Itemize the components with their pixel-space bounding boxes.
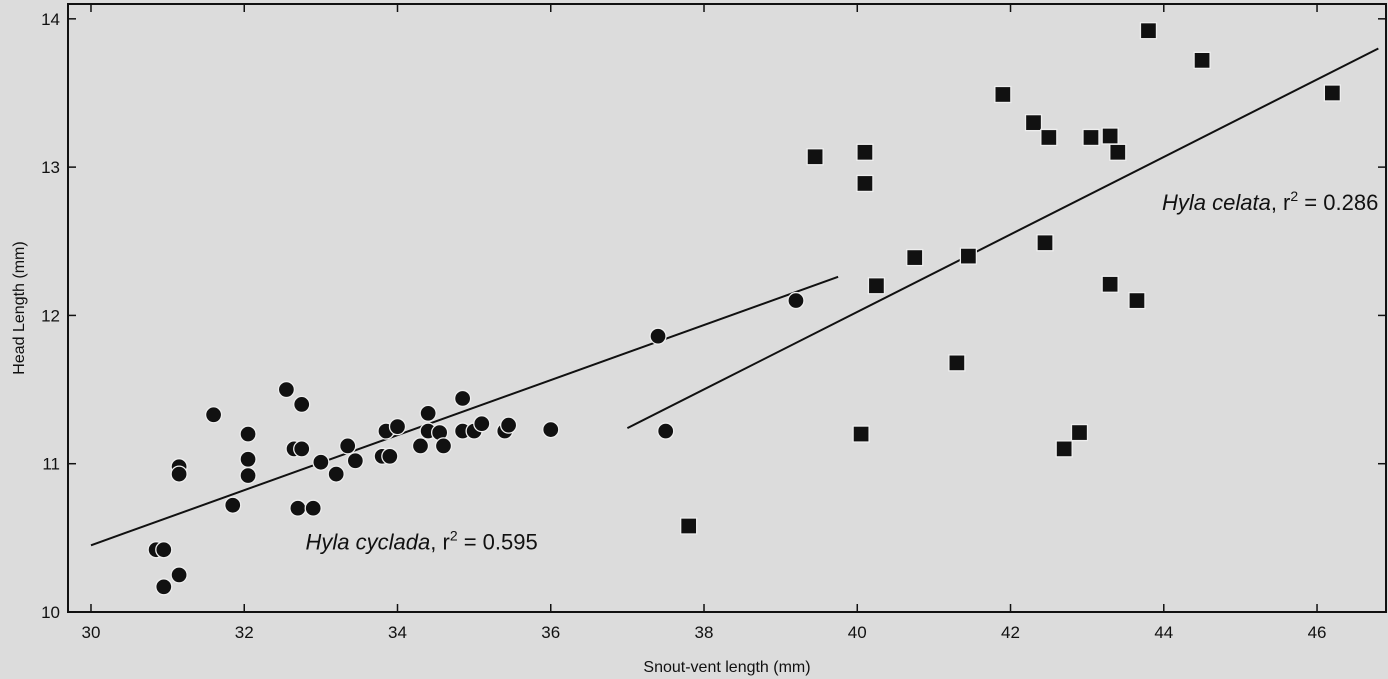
regression-annotation: Hyla cyclada, r2 = 0.595	[306, 528, 538, 555]
y-tick-label: 11	[42, 455, 60, 474]
x-tick-label: 30	[82, 623, 101, 642]
data-point-circle	[327, 465, 345, 483]
data-point-circle	[346, 452, 365, 470]
data-point-square	[1193, 51, 1211, 70]
data-point-circle	[339, 437, 357, 455]
data-point-circle	[434, 437, 453, 455]
data-point-square	[1128, 291, 1146, 310]
axis-ticks	[68, 4, 1386, 613]
data-points	[147, 22, 1342, 596]
data-point-circle	[453, 389, 472, 408]
tick-labels: 30 32 34 36 38 40 42 44 46 10 11 12 13 14	[41, 10, 1326, 642]
data-point-square	[1101, 127, 1119, 145]
data-point-circle	[304, 499, 322, 517]
x-tick-label: 36	[541, 623, 560, 642]
data-point-circle	[239, 425, 257, 443]
data-point-circle	[312, 453, 330, 471]
r2-label: , r	[1271, 190, 1291, 215]
regression-annotation: Hyla celata, r2 = 0.286	[1162, 188, 1378, 215]
data-point-circle	[419, 404, 437, 422]
data-point-circle	[239, 450, 257, 468]
y-tick-label: 12	[41, 306, 60, 325]
data-point-square	[856, 143, 874, 161]
data-point-square	[948, 354, 966, 372]
y-tick-label: 10	[41, 603, 60, 622]
data-point-circle	[239, 466, 257, 485]
fit-lines	[90, 47, 1379, 547]
species-name: Hyla celata	[1162, 190, 1271, 215]
data-point-square	[1036, 234, 1054, 252]
species-name: Hyla cyclada	[306, 530, 431, 555]
data-point-square	[856, 174, 874, 193]
data-point-circle	[381, 447, 399, 465]
x-tick-label: 46	[1308, 623, 1327, 642]
data-point-square	[680, 517, 698, 535]
data-point-circle	[204, 406, 223, 424]
data-point-circle	[293, 440, 311, 458]
data-point-square	[852, 425, 870, 443]
data-point-square	[1070, 423, 1089, 442]
regression-line	[90, 275, 839, 547]
x-tick-label: 34	[388, 623, 407, 642]
y-axis-title: Head Length (mm)	[11, 241, 28, 374]
data-point-circle	[649, 327, 667, 345]
data-point-square	[1024, 113, 1043, 132]
x-tick-label: 42	[1001, 623, 1020, 642]
data-point-circle	[388, 417, 407, 436]
data-point-circle	[787, 291, 805, 310]
x-tick-label: 40	[848, 623, 867, 642]
data-point-square	[906, 248, 924, 267]
data-point-circle	[224, 496, 242, 514]
data-point-circle	[155, 578, 173, 596]
data-point-square	[1323, 84, 1342, 102]
data-point-square	[959, 247, 978, 265]
data-point-circle	[293, 395, 311, 414]
data-point-square	[1082, 128, 1100, 147]
data-point-square	[1040, 128, 1058, 147]
r2-superscript: 2	[450, 528, 458, 544]
x-tick-label: 44	[1154, 623, 1173, 642]
y-tick-label: 13	[41, 158, 60, 177]
data-point-square	[994, 85, 1012, 104]
data-point-square	[1101, 275, 1119, 293]
data-point-square	[1109, 143, 1127, 161]
data-point-circle	[473, 415, 491, 433]
data-point-circle	[657, 422, 675, 440]
data-point-circle	[411, 437, 430, 455]
r2-value: = 0.595	[458, 530, 538, 555]
data-point-square	[806, 148, 824, 166]
data-point-circle	[170, 465, 188, 483]
x-tick-label: 38	[695, 623, 714, 642]
data-point-circle	[289, 499, 307, 517]
data-point-circle	[499, 416, 518, 434]
x-axis-title: Snout-vent length (mm)	[643, 659, 810, 676]
data-point-circle	[277, 380, 296, 399]
data-point-square	[867, 277, 886, 295]
data-point-circle	[170, 566, 188, 584]
plot-area	[67, 3, 1387, 613]
r2-superscript: 2	[1290, 188, 1298, 204]
r2-label: , r	[430, 530, 450, 555]
r2-value: = 0.286	[1298, 190, 1378, 215]
regression-line	[626, 47, 1379, 430]
data-point-circle	[542, 420, 560, 439]
x-tick-label: 32	[235, 623, 254, 642]
y-tick-label: 14	[41, 10, 60, 29]
data-point-circle	[155, 541, 173, 559]
data-point-square	[1055, 440, 1073, 458]
data-point-square	[1139, 22, 1158, 40]
